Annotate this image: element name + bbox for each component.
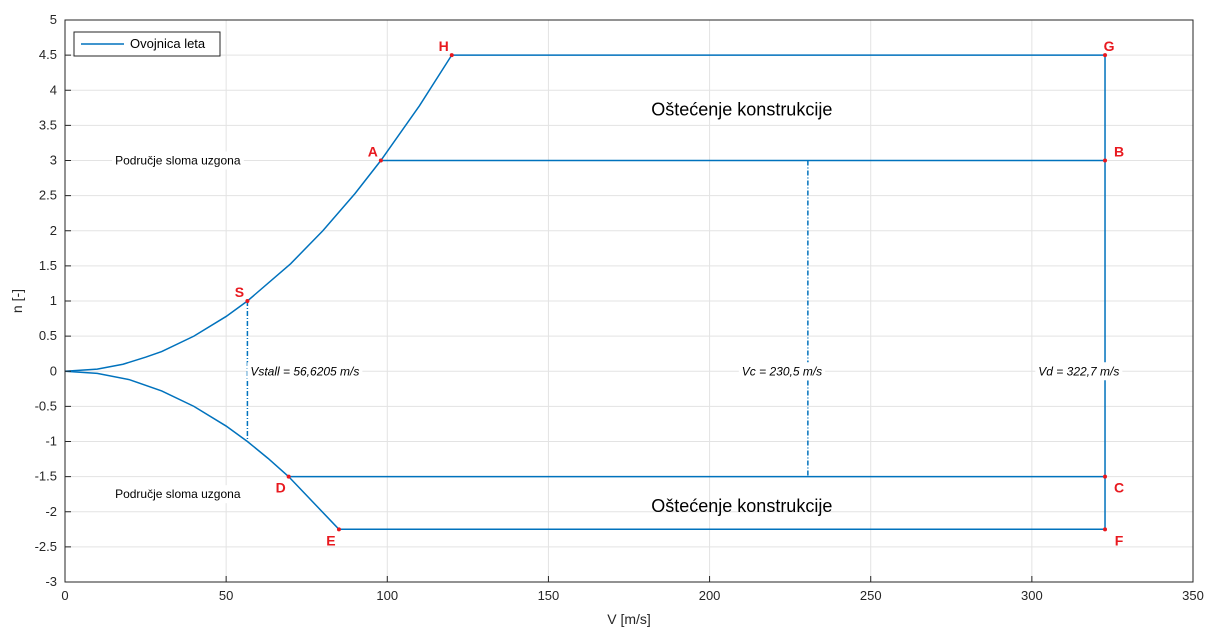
- y-tick-label: -3: [45, 574, 57, 589]
- y-tick-label: 5: [50, 12, 57, 27]
- point-b-marker: [1103, 158, 1108, 163]
- annotation-text: Područje sloma uzgona: [115, 487, 241, 501]
- lower-stall-curve: [64, 370, 340, 530]
- annotation-text: Vstall = 56,6205 m/s: [250, 364, 359, 378]
- x-tick-label: 50: [219, 588, 233, 603]
- x-tick-label: 350: [1182, 588, 1204, 603]
- annotation-background: [112, 151, 244, 170]
- point-c-label: C: [1114, 480, 1124, 496]
- point-f-marker: [1103, 527, 1108, 532]
- point-e-label: E: [326, 532, 335, 548]
- point-f-label: F: [1115, 532, 1124, 548]
- point-g-label: G: [1104, 38, 1115, 54]
- y-tick-label: -0.5: [35, 398, 57, 413]
- point-s-marker: [245, 299, 250, 303]
- x-tick-label: 150: [538, 588, 560, 603]
- x-axis-label: V [m/s]: [607, 611, 651, 627]
- legend: Ovojnica leta: [73, 31, 221, 57]
- point-d-label: D: [276, 480, 286, 496]
- legend-entry: Ovojnica leta: [130, 36, 206, 51]
- point-a-label: A: [368, 144, 378, 160]
- annotation-text: Oštećenje konstrukcije: [651, 99, 832, 119]
- y-tick-label: 2.5: [39, 188, 57, 203]
- x-tick-label: 300: [1021, 588, 1043, 603]
- annotation-text: Oštećenje konstrukcije: [651, 496, 832, 516]
- y-tick-label: -1.5: [35, 469, 57, 484]
- y-tick-label: 1: [50, 293, 57, 308]
- y-tick-label: 0.5: [39, 328, 57, 343]
- point-h-label: H: [439, 38, 449, 54]
- annotation-background: [247, 362, 363, 381]
- annotation-text: Područje sloma uzgona: [115, 154, 241, 168]
- point-s-label: S: [235, 284, 244, 300]
- y-axis-label: n [-]: [9, 289, 25, 313]
- x-tick-label: 200: [699, 588, 721, 603]
- tick-labels: 0 50 100 150 200 250 300 350-3-2.5-2-1.5-1-0.50…: [35, 12, 1204, 603]
- y-tick-label: -2: [45, 504, 57, 519]
- annotation-text: Vd = 322,7 m/s: [1038, 364, 1119, 378]
- x-tick-label: 0: [61, 588, 68, 603]
- y-tick-label: 3.5: [39, 117, 57, 132]
- series-lines: [64, 54, 1106, 531]
- y-tick-label: 4: [50, 82, 57, 97]
- y-tick-label: 1.5: [39, 258, 57, 273]
- x-tick-label: 100: [376, 588, 398, 603]
- point-d-marker: [286, 474, 291, 479]
- point-g-marker: [1103, 53, 1108, 58]
- point-b-label: B: [1114, 144, 1124, 160]
- y-tick-label: -1: [45, 434, 57, 449]
- point-a-marker: [378, 158, 383, 163]
- upper-stall-curve: [64, 54, 453, 372]
- y-tick-label: 4.5: [39, 47, 57, 62]
- point-e-marker: [336, 527, 341, 532]
- y-tick-label: 2: [50, 223, 57, 238]
- y-tick-label: -2.5: [35, 539, 57, 554]
- annotation-text: Vc = 230,5 m/s: [742, 364, 822, 378]
- point-c-marker: [1103, 474, 1108, 479]
- x-tick-label: 250: [860, 588, 882, 603]
- y-tick-label: 3: [50, 153, 57, 168]
- annotation-background: [112, 485, 244, 504]
- annotation-background: [738, 362, 826, 381]
- y-tick-label: 0: [50, 363, 57, 378]
- point-h-marker: [449, 53, 454, 58]
- point-markers: H G A B S D C E F: [235, 38, 1124, 548]
- annotation-background: [1035, 362, 1123, 381]
- annotations: Oštećenje konstrukcije Oštećenje konstruk…: [112, 99, 1123, 516]
